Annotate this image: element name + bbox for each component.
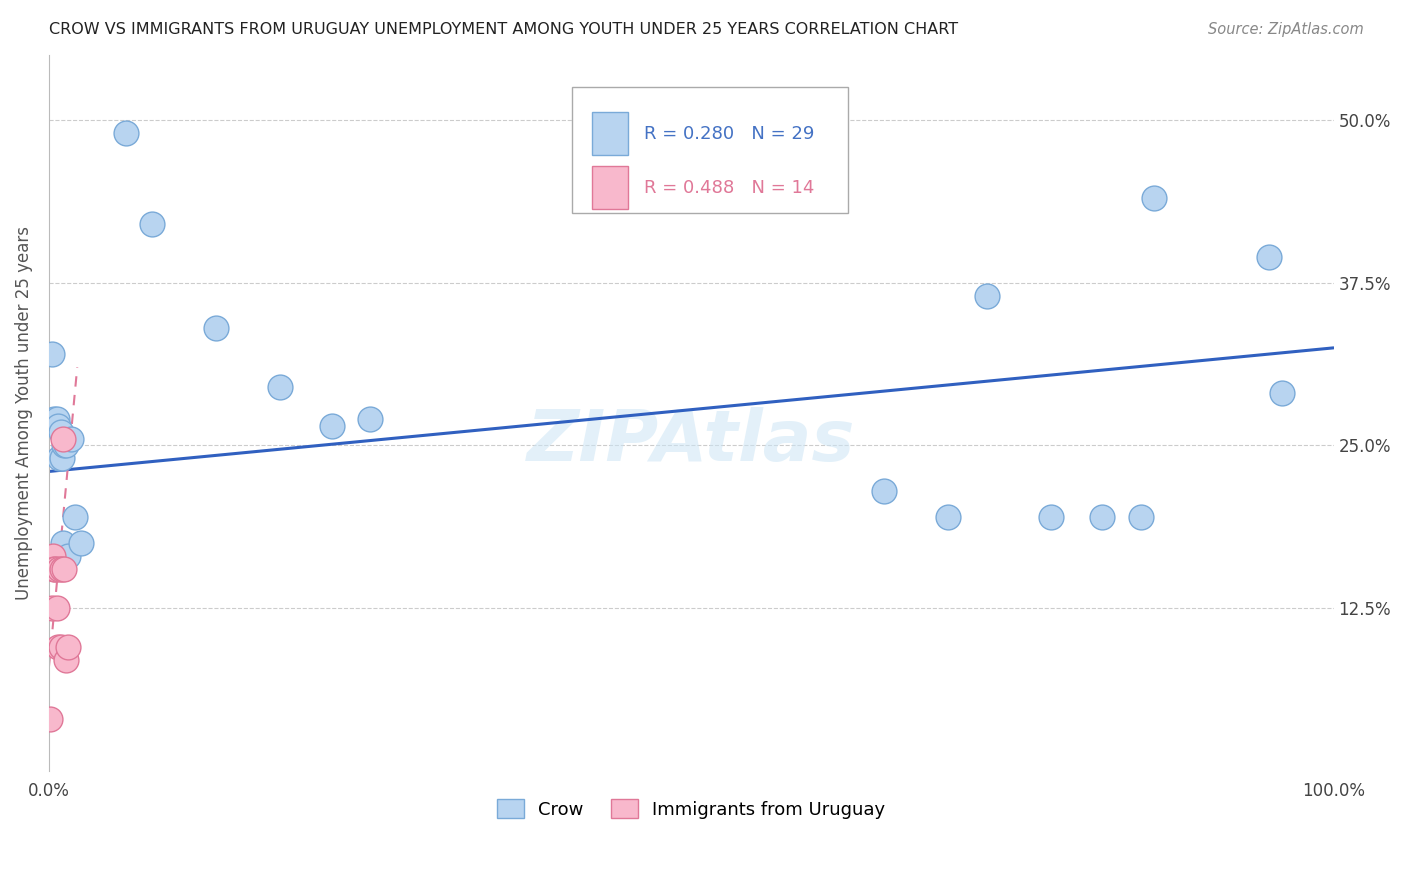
Text: R = 0.488   N = 14: R = 0.488 N = 14: [644, 178, 814, 196]
Crow: [1039, 510, 1062, 524]
Crow: [1258, 250, 1281, 264]
Crow: [42, 412, 65, 426]
Crow: [936, 510, 959, 524]
Immigrants from Uruguay: [39, 712, 62, 726]
Crow: [63, 510, 86, 524]
Crow: [1129, 510, 1152, 524]
Immigrants from Uruguay: [53, 562, 76, 576]
Crow: [48, 451, 70, 466]
Text: R = 0.280   N = 29: R = 0.280 N = 29: [644, 125, 814, 143]
Crow: [1143, 191, 1166, 205]
Crow: [45, 412, 67, 426]
Immigrants from Uruguay: [51, 562, 73, 576]
Crow: [46, 418, 69, 433]
Crow: [55, 438, 77, 452]
Crow: [51, 451, 73, 466]
Crow: [58, 549, 80, 563]
Crow: [1091, 510, 1114, 524]
FancyBboxPatch shape: [592, 166, 628, 209]
Text: CROW VS IMMIGRANTS FROM URUGUAY UNEMPLOYMENT AMONG YOUTH UNDER 25 YEARS CORRELAT: CROW VS IMMIGRANTS FROM URUGUAY UNEMPLOY…: [49, 22, 959, 37]
Crow: [70, 536, 93, 550]
Crow: [52, 536, 75, 550]
Immigrants from Uruguay: [42, 562, 65, 576]
Immigrants from Uruguay: [45, 601, 67, 615]
Immigrants from Uruguay: [41, 601, 63, 615]
Crow: [976, 289, 998, 303]
Crow: [41, 347, 63, 361]
Immigrants from Uruguay: [42, 549, 65, 563]
Crow: [873, 483, 896, 498]
Text: ZIPAtlas: ZIPAtlas: [527, 407, 855, 476]
Immigrants from Uruguay: [49, 640, 72, 654]
Crow: [359, 412, 381, 426]
Crow: [269, 380, 291, 394]
Crow: [53, 438, 76, 452]
Crow: [205, 321, 228, 335]
Immigrants from Uruguay: [58, 640, 80, 654]
Crow: [141, 217, 163, 231]
Y-axis label: Unemployment Among Youth under 25 years: Unemployment Among Youth under 25 years: [15, 226, 32, 600]
Legend: Crow, Immigrants from Uruguay: Crow, Immigrants from Uruguay: [489, 792, 893, 826]
Crow: [1271, 386, 1294, 401]
Immigrants from Uruguay: [46, 640, 69, 654]
Immigrants from Uruguay: [52, 432, 75, 446]
Crow: [321, 418, 343, 433]
FancyBboxPatch shape: [572, 87, 848, 212]
Immigrants from Uruguay: [48, 562, 70, 576]
FancyBboxPatch shape: [592, 112, 628, 155]
Text: Source: ZipAtlas.com: Source: ZipAtlas.com: [1208, 22, 1364, 37]
Immigrants from Uruguay: [44, 562, 66, 576]
Immigrants from Uruguay: [55, 653, 77, 667]
Crow: [59, 432, 82, 446]
Crow: [49, 425, 72, 440]
Crow: [115, 126, 138, 140]
